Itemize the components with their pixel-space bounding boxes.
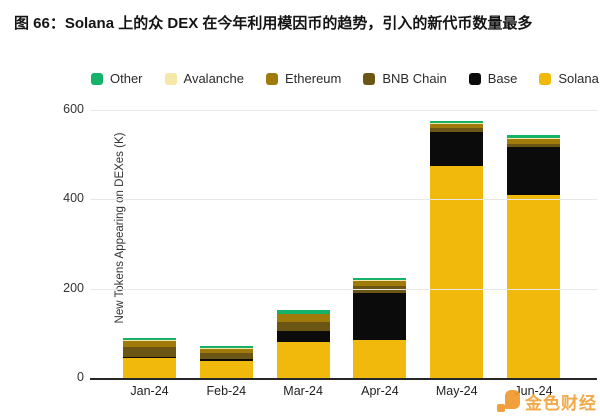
bar-segment-avalanche-feb-24 bbox=[199, 347, 253, 349]
bar-segment-other-mar-24 bbox=[276, 310, 330, 314]
bar-feb-24 bbox=[199, 346, 253, 378]
legend-swatch-avalanche bbox=[164, 72, 177, 85]
bar-jan-24 bbox=[123, 338, 176, 378]
legend-label-solana: Solana bbox=[558, 71, 599, 86]
x-label-jun-24: Jun-24 bbox=[514, 384, 553, 398]
bar-segment-ethereum-jan-24 bbox=[123, 340, 176, 347]
bar-segment-solana-feb-24 bbox=[199, 361, 253, 378]
gridline-600 bbox=[90, 109, 597, 111]
bar-segment-solana-apr-24 bbox=[353, 339, 407, 378]
bar-segment-ethereum-feb-24 bbox=[199, 348, 253, 353]
legend-item-solana: Solana bbox=[539, 71, 599, 86]
bar-segment-bnb-chain-jun-24 bbox=[506, 143, 560, 148]
legend-label-bnb-chain: BNB Chain bbox=[382, 71, 447, 86]
x-label-apr-24: Apr-24 bbox=[361, 384, 399, 398]
bar-segment-base-may-24 bbox=[430, 131, 484, 167]
y-tick-400: 400 bbox=[63, 191, 84, 205]
bar-segment-base-apr-24 bbox=[353, 292, 407, 340]
bar-apr-24 bbox=[353, 277, 407, 378]
x-label-may-24: May-24 bbox=[435, 384, 478, 398]
bar-segment-avalanche-mar-24 bbox=[276, 313, 330, 315]
plot-area: New Tokens Appearing on DEXes (K) bbox=[90, 100, 597, 380]
bar-segment-base-feb-24 bbox=[199, 359, 253, 361]
x-label-jan-24: Jan-24 bbox=[130, 384, 169, 398]
chart-title: 图 66：Solana 上的众 DEX 在今年利用模因币的趋势，引入的新代币数量… bbox=[14, 15, 533, 32]
legend-swatch-solana bbox=[539, 72, 552, 85]
x-label-slot-may-24: May-24 bbox=[430, 384, 483, 400]
bar-segment-other-jan-24 bbox=[123, 338, 176, 340]
bar-jun-24 bbox=[506, 135, 560, 378]
bar-segment-avalanche-may-24 bbox=[430, 122, 484, 124]
gridline-200 bbox=[90, 288, 597, 290]
x-label-feb-24: Feb-24 bbox=[206, 384, 247, 398]
bar-segment-avalanche-jun-24 bbox=[506, 138, 560, 140]
bar-segment-avalanche-jan-24 bbox=[123, 339, 176, 341]
bar-mar-24 bbox=[276, 310, 330, 378]
bar-segment-ethereum-may-24 bbox=[430, 123, 484, 128]
bar-segment-solana-may-24 bbox=[430, 166, 484, 378]
legend-label-ethereum: Ethereum bbox=[285, 71, 342, 86]
bar-segment-bnb-chain-jan-24 bbox=[123, 346, 176, 357]
x-label-slot-jan-24: Jan-24 bbox=[123, 384, 176, 400]
x-label-slot-jun-24: Jun-24 bbox=[507, 384, 560, 400]
bar-segment-base-jan-24 bbox=[123, 356, 176, 359]
x-label-mar-24: Mar-24 bbox=[283, 384, 323, 398]
bar-segment-avalanche-apr-24 bbox=[353, 280, 407, 281]
y-tick-200: 200 bbox=[63, 280, 84, 295]
x-axis-labels: Jan-24 Feb-24 Mar-24 Apr-24 May-24 Jun-24 bbox=[90, 384, 597, 400]
bar-segment-bnb-chain-mar-24 bbox=[276, 322, 330, 332]
watermark-text: 金色财经 bbox=[525, 394, 597, 413]
chart-legend: Other Avalanche Ethereum BNB Chain Base Solan… bbox=[91, 71, 599, 86]
legend-swatch-other bbox=[91, 72, 103, 85]
bar-segment-base-jun-24 bbox=[506, 147, 560, 195]
jinse-watermark: 金色财经 bbox=[497, 389, 597, 414]
bar-segment-other-may-24 bbox=[430, 120, 484, 123]
y-tick-0: 0 bbox=[77, 370, 84, 384]
bar-may-24 bbox=[430, 120, 484, 378]
bar-segment-solana-jun-24 bbox=[506, 194, 560, 378]
legend-swatch-ethereum bbox=[266, 72, 278, 85]
x-label-slot-mar-24: Mar-24 bbox=[277, 384, 330, 400]
legend-item-other: Other bbox=[91, 71, 143, 86]
bar-segment-solana-mar-24 bbox=[276, 342, 330, 378]
legend-item-base: Base bbox=[468, 71, 518, 86]
legend-label-other: Other bbox=[110, 71, 143, 86]
bar-segment-base-mar-24 bbox=[276, 331, 330, 343]
legend-label-base: Base bbox=[487, 71, 518, 86]
y-tick-600: 600 bbox=[63, 101, 84, 116]
legend-label-avalanche: Avalanche bbox=[183, 71, 244, 86]
legend-item-bnb-chain: BNB Chain bbox=[363, 71, 447, 86]
x-label-slot-feb-24: Feb-24 bbox=[200, 384, 253, 400]
bar-segment-bnb-chain-may-24 bbox=[430, 127, 484, 132]
bar-segment-bnb-chain-feb-24 bbox=[199, 352, 253, 360]
bar-segment-other-apr-24 bbox=[353, 277, 407, 281]
bar-segment-solana-jan-24 bbox=[123, 358, 176, 378]
legend-item-avalanche: Avalanche bbox=[164, 71, 244, 86]
bar-segment-other-feb-24 bbox=[199, 346, 253, 348]
bar-segment-ethereum-mar-24 bbox=[276, 314, 330, 323]
bar-segment-ethereum-jun-24 bbox=[506, 139, 560, 144]
legend-swatch-base bbox=[468, 72, 481, 85]
bars-container bbox=[90, 100, 597, 378]
bar-segment-ethereum-apr-24 bbox=[353, 280, 407, 287]
x-label-slot-apr-24: Apr-24 bbox=[353, 384, 406, 400]
gridline-400 bbox=[90, 199, 597, 200]
jinse-logo-icon bbox=[497, 390, 520, 413]
legend-item-ethereum: Ethereum bbox=[266, 71, 341, 86]
legend-swatch-bnb-chain bbox=[363, 72, 376, 85]
bar-segment-other-jun-24 bbox=[506, 135, 560, 139]
